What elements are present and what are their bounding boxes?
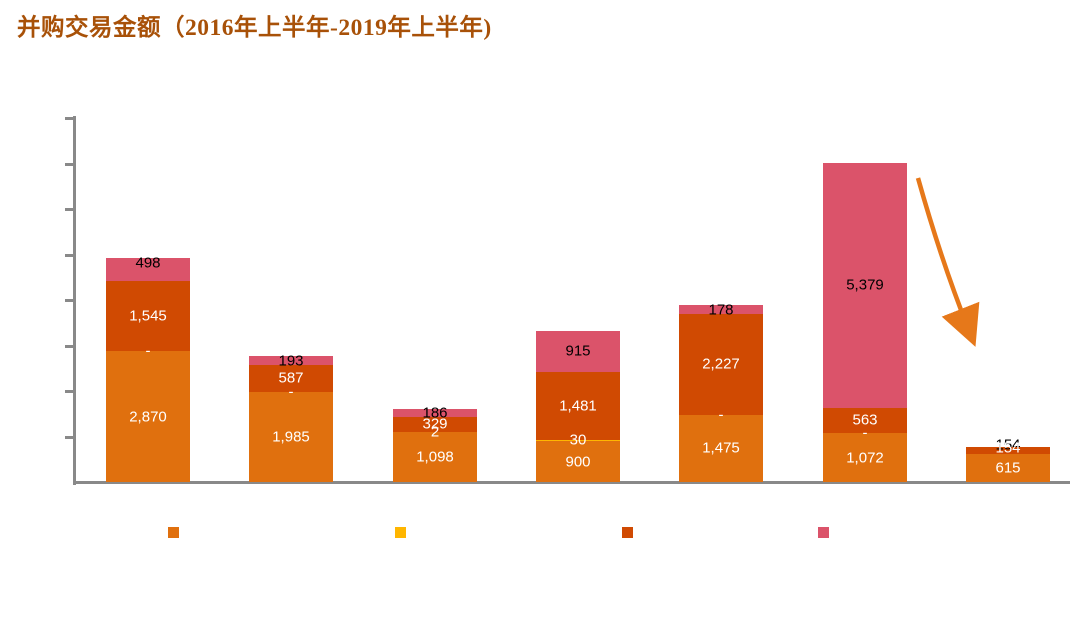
- bar-label-series-yellow: 2: [430, 423, 440, 441]
- y-axis-tick: [65, 344, 73, 348]
- bar-label-series-dark-orange: 1,545: [129, 307, 167, 325]
- bar-label-series-rose: 178: [708, 301, 734, 318]
- bar-segment-series-rose: [679, 305, 763, 314]
- down-arrow-annotation: [915, 177, 980, 347]
- bar-segment-series-orange: [823, 433, 907, 482]
- bar-segment-series-dark-orange: [393, 416, 477, 432]
- bar-label-series-yellow: -: [145, 342, 151, 360]
- legend-swatch-series-dark-orange: [622, 527, 633, 538]
- legend-swatch-series-yellow: [395, 527, 406, 538]
- bar-segment-series-rose: [536, 330, 620, 373]
- bar-label-series-dark-orange: 1,481: [559, 397, 597, 415]
- y-axis-tick: [65, 208, 73, 211]
- bar-label-series-rose: 5,379: [846, 276, 884, 294]
- bar-label-series-yellow: -: [862, 424, 868, 442]
- bar-segment-series-rose: [823, 162, 907, 408]
- chart-title: 并购交易金额（2016年上半年-2019年上半年): [17, 15, 492, 41]
- bar-label-series-dark-orange: 2,227: [702, 355, 740, 373]
- bar-label-series-rose: 193: [278, 352, 304, 370]
- bar-segment-series-dark-orange: [966, 447, 1050, 454]
- legend-swatch-series-rose: [818, 527, 829, 538]
- bar-segment-series-dark-orange: [106, 281, 190, 352]
- bar-label-series-orange: 900: [565, 453, 591, 471]
- bar-segment-series-rose: [393, 408, 477, 417]
- bar-segment-series-dark-orange: [249, 364, 333, 392]
- bar-segment-series-dark-orange: [536, 372, 620, 440]
- bar-label-series-orange: 1,072: [846, 449, 884, 467]
- bar-segment-series-orange: [966, 454, 1050, 482]
- bar-segment-series-rose: [106, 258, 190, 282]
- bar-label-series-yellow: -: [288, 383, 294, 401]
- y-axis-tick: [65, 299, 73, 302]
- y-axis-tick: [65, 435, 73, 439]
- bar-label-series-orange: 2,870: [129, 408, 167, 426]
- bar-label-series-rose: 498: [135, 254, 161, 272]
- bar-label-series-yellow: 30: [569, 431, 587, 449]
- bar-segment-series-yellow: [536, 439, 620, 442]
- bar-segment-series-rose: [249, 356, 333, 365]
- bar-label-series-rose: 915: [565, 342, 591, 360]
- bar-segment-series-orange: [249, 391, 333, 482]
- bar-label-series-rose: 186: [422, 404, 448, 422]
- bar-label-series-yellow: -: [718, 406, 724, 424]
- bar-segment-series-dark-orange: [823, 407, 907, 434]
- y-axis-tick: [65, 162, 73, 166]
- bar-label-series-orange: 1,475: [702, 439, 740, 457]
- y-axis: [73, 116, 76, 485]
- y-axis-tick: [65, 390, 73, 393]
- y-axis-tick: [65, 253, 73, 257]
- bar-segment-series-orange: [536, 441, 620, 482]
- bar-label-series-dark-orange: 154: [995, 439, 1021, 456]
- bar-segment-series-orange: [679, 414, 763, 482]
- bar-label-series-dark-orange: 587: [278, 369, 304, 387]
- bar-segment-series-orange: [393, 432, 477, 482]
- bar-label-series-orange: 1,098: [416, 448, 454, 466]
- legend-swatch-series-orange: [168, 527, 179, 538]
- bar-label-series-dark-orange: 563: [852, 411, 878, 429]
- bar-label-series-orange: 1,985: [272, 428, 310, 446]
- y-axis-tick: [65, 117, 73, 120]
- bar-label-series-dark-orange: 329: [422, 415, 448, 433]
- x-axis: [73, 481, 1070, 484]
- bar-label-series-orange: 615: [995, 459, 1021, 477]
- bar-segment-series-orange: [106, 351, 190, 482]
- bar-label-series-rose: 154: [995, 436, 1021, 454]
- arrow-line: [915, 177, 980, 347]
- bar-segment-series-dark-orange: [679, 313, 763, 415]
